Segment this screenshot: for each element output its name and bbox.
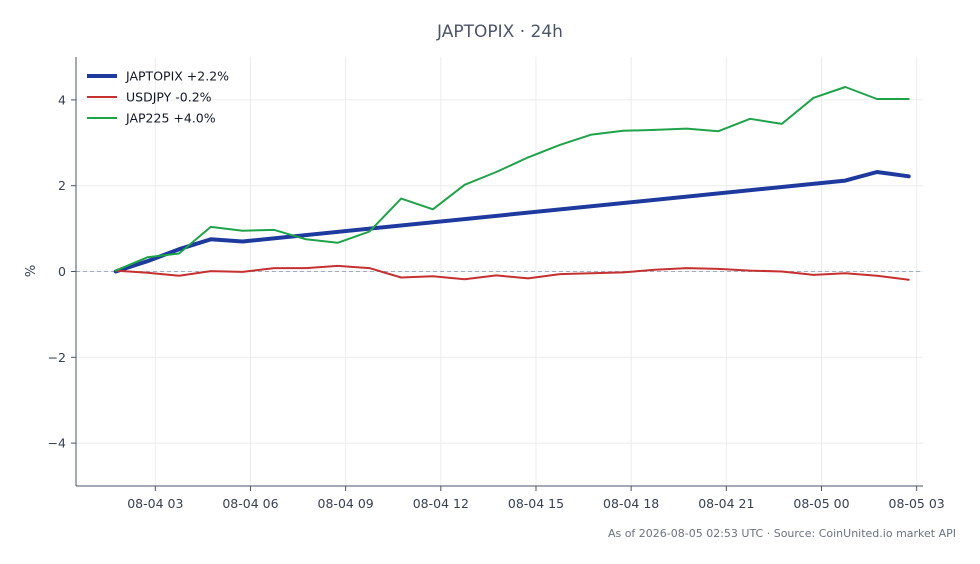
x-tick-label: 08-04 09 [318,496,374,511]
source-footer: As of 2026-08-05 02:53 UTC · Source: Coi… [608,527,956,540]
x-tick-label: 08-05 00 [793,496,849,511]
y-tick-label: 2 [58,178,66,193]
chart-title: JAPTOPIX · 24h [436,22,563,42]
legend-label-0: JAPTOPIX +2.2% [125,69,229,84]
x-axis-ticks: 08-04 03 08-04 06 08-04 09 08-04 12 08-04 15… [127,486,945,511]
series-line-2 [114,86,910,272]
x-tick-label: 08-04 03 [127,496,183,511]
series-line-1 [114,264,910,281]
y-tick-label: 4 [58,92,66,107]
y-axis-ticks: −4 −2 0 2 4 [48,92,76,451]
series-group [113,86,911,281]
y-tick-label: −4 [48,436,66,451]
x-tick-label: 08-04 06 [222,496,278,511]
legend-label-1: USDJPY -0.2% [126,90,212,105]
x-tick-label: 08-05 03 [889,496,945,511]
legend: JAPTOPIX +2.2% USDJPY -0.2% JAP225 +4.0% [87,69,229,126]
y-axis-label: % [24,265,39,277]
x-tick-label: 08-04 15 [508,496,564,511]
x-tick-label: 08-04 21 [698,496,754,511]
y-tick-label: 0 [58,264,66,279]
x-tick-label: 08-04 12 [413,496,469,511]
y-tick-label: −2 [48,350,66,365]
series-line-0 [113,170,911,274]
legend-label-2: JAP225 +4.0% [125,111,216,126]
x-tick-label: 08-04 18 [603,496,659,511]
